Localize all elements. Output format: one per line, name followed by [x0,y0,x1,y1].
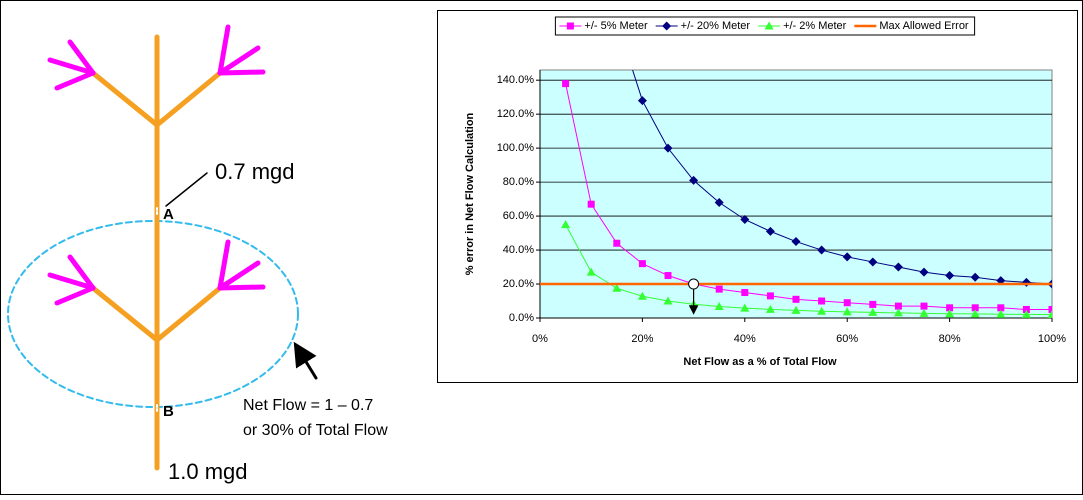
data-point [663,143,673,153]
y-tick-label: 140.0% [497,74,535,86]
x-tick-label: 40% [734,333,756,345]
data-point [971,304,979,312]
x-tick-label: 60% [836,333,858,345]
data-point [562,80,570,88]
y-tick-label: 0.0% [509,312,534,324]
data-point [919,267,929,277]
data-point [664,272,672,280]
y-tick-label: 40.0% [503,244,534,256]
y-tick-label: 100.0% [497,142,535,154]
series-line [565,83,1052,311]
legend: +/- 5% Meter +/- 20% Meter +/- 2% Meter Max… [554,16,976,36]
series-line [565,224,1052,316]
x-axis-title: Net Flow as a % of Total Flow [683,356,837,368]
data-point [869,300,877,308]
upper-flow-label: 0.7 mgd [215,159,295,184]
chart: Net Flow as a % of Total Flow % error in… [464,16,1066,368]
lower-flow-label: 1.0 mgd [168,459,248,484]
data-point [997,304,1005,312]
data-point [1021,309,1031,318]
data-point [894,302,902,310]
legend-label: Max Allowed Error [879,20,969,32]
data-point [740,214,750,224]
data-point [612,283,622,292]
data-point [1022,306,1030,314]
data-point [637,291,647,300]
leader-line [165,172,208,207]
data-point [996,309,1006,318]
data-point [868,307,878,316]
branch-tips [47,24,266,306]
data-point [920,302,928,310]
data-point [741,289,749,297]
data-point [561,220,571,229]
y-axis-title: % error in Net Flow Calculation [464,112,476,275]
x-tick-label: 0% [532,333,548,345]
x-tick-label: 20% [631,333,653,345]
net-flow-zone [7,220,299,408]
data-point [817,306,827,315]
pointer-arrow [293,341,318,380]
data-point [613,239,621,247]
branches [90,70,223,344]
legend-marker [662,21,672,31]
data-point [818,297,826,305]
net-flow-label: or 30% of Total Flow [243,422,388,439]
data-point [970,272,980,282]
highlight-point [688,278,700,290]
series-line [632,70,1052,285]
diagram: 0.7 mgd A B Net Flow = 1 – 0.7 or 30% of… [7,24,388,484]
y-tick-label: 80.0% [503,176,534,188]
data-point [1047,310,1052,318]
data-point [792,295,800,303]
data-point [715,285,723,293]
data-point [740,303,750,312]
data-point [791,305,801,314]
data-point [766,292,774,300]
data-point [586,267,596,276]
point-a-label: A [163,206,174,223]
data-point [970,309,980,318]
data-point [868,257,878,267]
y-tick-label: 120.0% [497,108,535,120]
data-point [714,301,724,310]
data-point [638,260,646,268]
data-point [817,245,827,255]
data-point [842,252,852,262]
data-point [765,226,775,236]
net-flow-label: Net Flow = 1 – 0.7 [243,397,373,414]
data-point [587,200,595,208]
data-point [946,304,954,312]
data-point [1048,306,1052,314]
data-point [893,308,903,317]
data-point [843,299,851,307]
data-point [945,271,955,281]
plot-clip [540,70,1052,318]
legend-marker [764,21,774,30]
x-tick-label: 100% [1038,333,1066,345]
data-point [893,262,903,272]
data-point [945,309,955,318]
point-b-label: B [163,403,174,420]
legend-label: +/- 20% Meter [681,20,751,32]
data-point [791,237,801,247]
legend-label: +/- 5% Meter [584,20,648,32]
data-point [765,304,775,313]
data-point [689,175,699,185]
data-point [919,308,929,317]
data-point [637,96,647,106]
y-tick-label: 60.0% [503,210,534,222]
data-point [714,197,724,207]
x-tick-label: 80% [939,333,961,345]
data-point [842,307,852,316]
y-tick-label: 20.0% [503,278,534,290]
legend-label: +/- 2% Meter [783,20,847,32]
legend-marker [566,22,574,30]
data-point [663,296,673,305]
